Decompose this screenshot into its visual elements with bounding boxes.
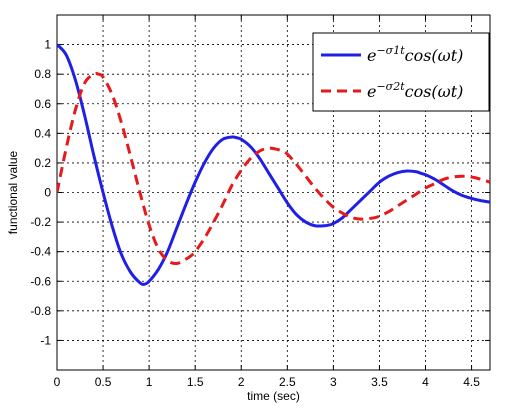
x-tick-label: 3 — [330, 375, 337, 389]
y-tick-label: -1 — [40, 333, 51, 347]
legend-label-rest: cos(ωt) — [405, 82, 464, 101]
y-tick-label: 1 — [44, 38, 51, 52]
x-tick-label: 3.5 — [371, 375, 388, 389]
y-axis-label: functional value — [6, 150, 20, 234]
x-tick-label: 0 — [54, 375, 61, 389]
y-axis-ticks: -1 -0.8 -0.6 -0.4 -0.2 0 0.2 0.4 0.6 0.8 1 — [30, 38, 490, 347]
legend-label-2: e−σ2tcos(ωt) — [367, 80, 463, 101]
y-tick-label: -0.6 — [30, 274, 51, 288]
series-line-1 — [57, 43, 490, 286]
y-tick-label: -0.8 — [30, 304, 51, 318]
legend-label-base: e — [367, 82, 376, 101]
series-line-2 — [57, 71, 490, 266]
x-tick-label: 4.5 — [463, 375, 480, 389]
x-tick-label: 4 — [422, 375, 429, 389]
legend-label-exponent: −σ1t — [376, 44, 405, 57]
legend-label-exponent: −σ2t — [376, 80, 405, 93]
x-axis-label: time (sec) — [247, 389, 300, 403]
y-tick-label: 0.8 — [34, 67, 51, 81]
series-group — [57, 43, 490, 286]
y-tick-label: -0.2 — [30, 215, 51, 229]
x-axis-ticks: 0 0.5 1 1.5 2 2.5 3 3.5 4 4.5 — [54, 15, 480, 389]
y-tick-label: -0.4 — [30, 245, 51, 259]
legend-box — [312, 32, 490, 112]
x-tick-label: 2 — [238, 375, 245, 389]
legend: e−σ1tcos(ωt)e−σ2tcos(ωt) — [312, 32, 490, 112]
legend-label-base: e — [367, 46, 376, 65]
y-tick-label: 0.6 — [34, 97, 51, 111]
x-tick-label: 2.5 — [279, 375, 296, 389]
legend-label-1: e−σ1tcos(ωt) — [367, 44, 463, 65]
x-tick-label: 1 — [146, 375, 153, 389]
y-tick-label: 0 — [44, 186, 51, 200]
y-tick-label: 0.4 — [34, 126, 51, 140]
x-tick-label: 1.5 — [187, 375, 204, 389]
x-tick-label: 0.5 — [95, 375, 112, 389]
y-tick-label: 0.2 — [34, 156, 51, 170]
legend-label-rest: cos(ωt) — [405, 46, 464, 65]
